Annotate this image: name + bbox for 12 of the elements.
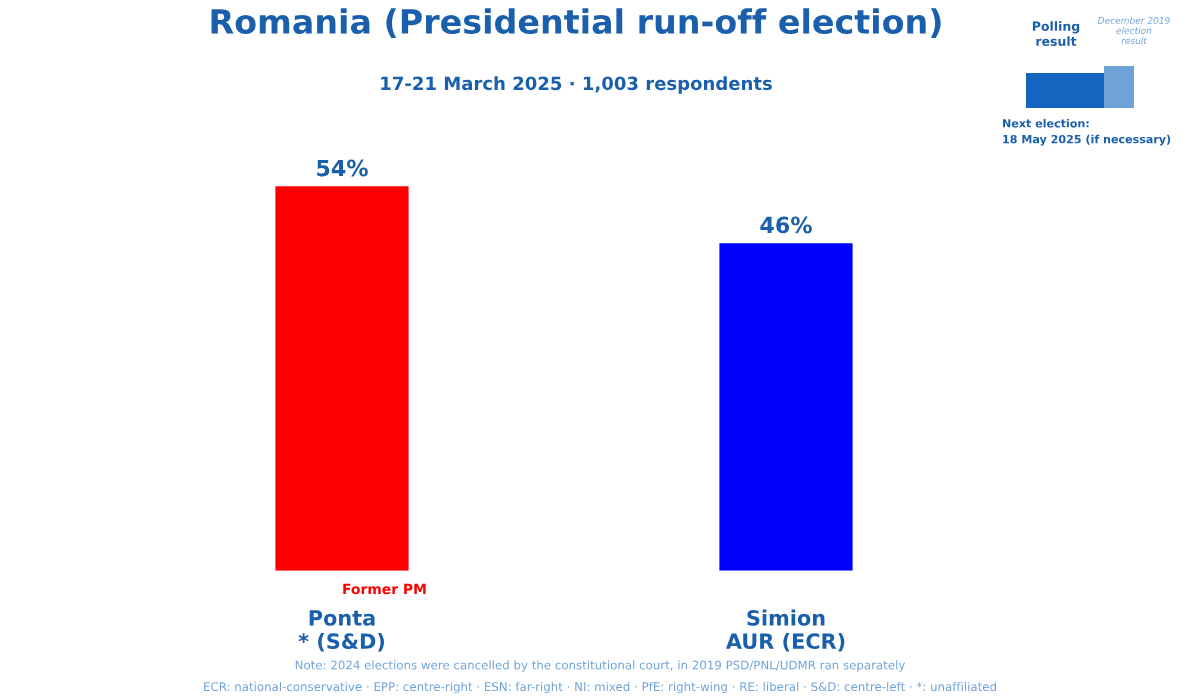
data-label: 54% xyxy=(317,159,368,177)
chart-subtitle: 17-21 March 2025 · 1,003 respondents xyxy=(381,76,772,94)
data-label: 46% xyxy=(760,216,812,234)
text: ECR: national-conservative · EPP: centre-right · ESN: far-right · NI: mixed · PfE: right-wing · RE: liberal · S&D: centre-left · *: unaffiliated xyxy=(204,681,996,694)
text: December 2019 election result xyxy=(1097,16,1170,45)
x-tick-label: Simion AUR (ECR) xyxy=(725,609,845,652)
text: Former PM xyxy=(343,583,426,595)
x-tick-label: Ponta * (S&D) xyxy=(298,610,385,652)
text: Note: 2024 elections were cancelled by the constitutional court, in 2019 PSD/PNL/UDMR ran separately xyxy=(295,660,906,672)
chart-title: Romania (Presidential run-off election) xyxy=(211,8,941,38)
text: Next election: 18 May 2025 (if necessary) xyxy=(1003,118,1171,146)
text: Polling result xyxy=(1032,21,1080,46)
